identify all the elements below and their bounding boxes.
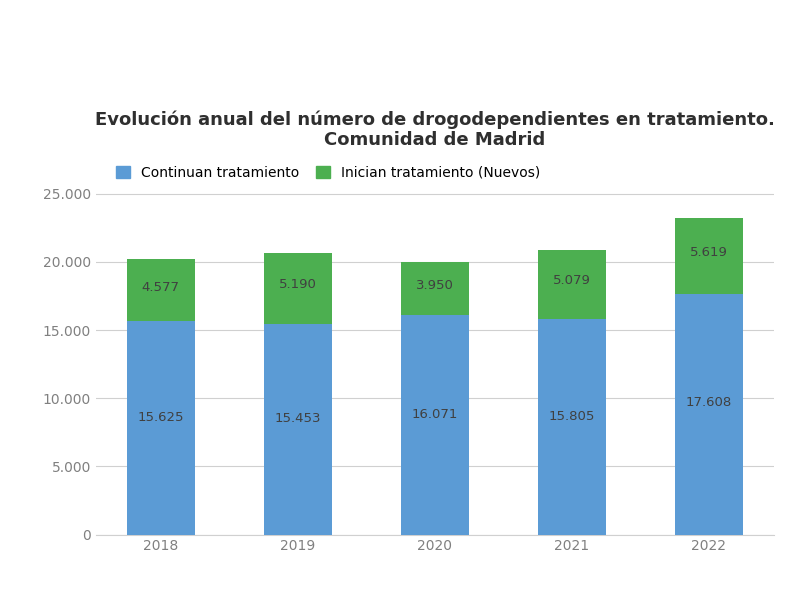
Bar	[127, 321, 195, 535]
Text: 16.071: 16.071	[412, 407, 458, 421]
Legend: Continuan tratamiento, Inician tratamiento (Nuevos): Continuan tratamiento, Inician tratamien…	[117, 166, 540, 180]
Bar	[675, 295, 743, 535]
Bar	[401, 261, 469, 315]
Text: 17.608: 17.608	[685, 396, 732, 409]
Bar	[675, 218, 743, 295]
Text: 15.453: 15.453	[275, 412, 321, 425]
Bar	[127, 259, 195, 321]
Bar	[263, 253, 332, 324]
Text: 15.805: 15.805	[549, 409, 595, 422]
Text: 3.950: 3.950	[416, 279, 454, 292]
Text: 5.190: 5.190	[279, 279, 317, 292]
Text: 15.625: 15.625	[137, 411, 184, 424]
Bar	[401, 315, 469, 535]
Text: 4.577: 4.577	[142, 280, 180, 293]
Text: 5.079: 5.079	[553, 274, 591, 287]
Text: 5.619: 5.619	[690, 246, 728, 259]
Bar	[538, 319, 606, 535]
Bar	[538, 249, 606, 319]
Title: Evolución anual del número de drogodependientes en tratamiento.
Comunidad de Mad: Evolución anual del número de drogodepen…	[95, 110, 775, 150]
Bar	[263, 324, 332, 535]
